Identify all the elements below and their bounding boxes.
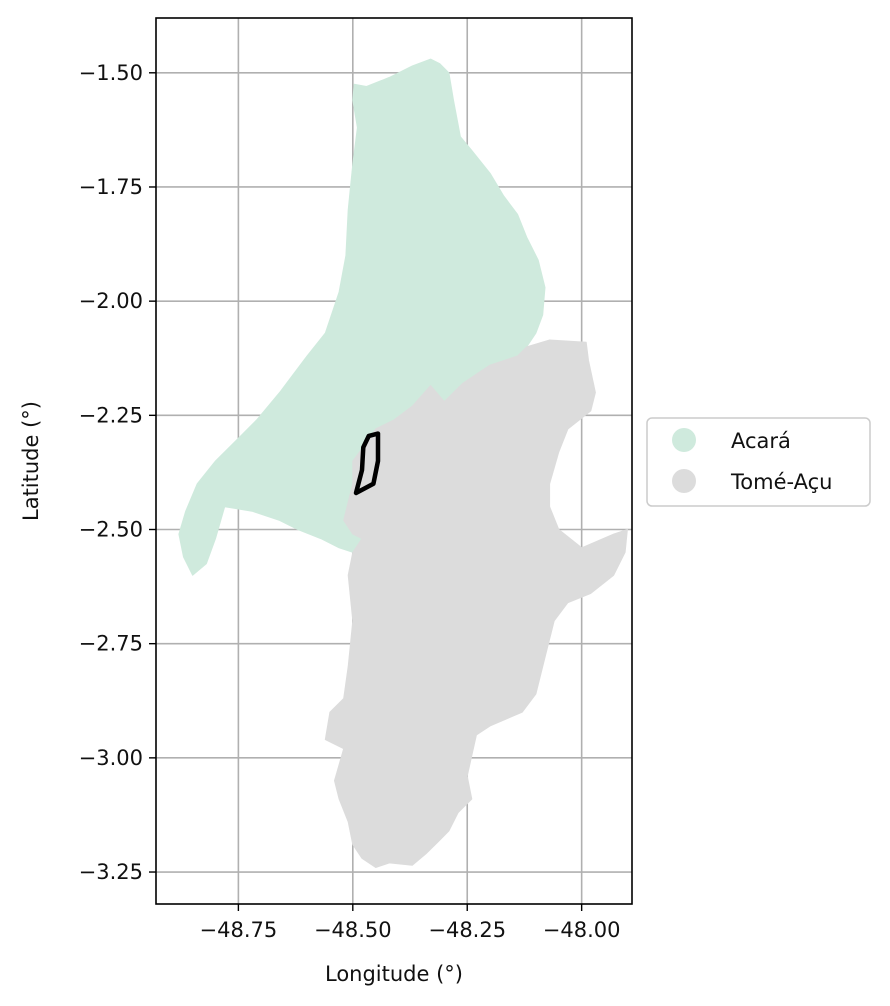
y-tick-label-0: −1.50 — [79, 61, 143, 85]
highlighted-area-outline — [353, 431, 381, 496]
x-tick-label-3: −48.00 — [543, 918, 621, 942]
x-tick-label-1: −48.50 — [314, 918, 392, 942]
y-tick-label-4: −2.50 — [79, 518, 143, 542]
y-tick-label-3: −2.25 — [79, 403, 143, 427]
y-tick-label-2: −2.00 — [79, 289, 143, 313]
x-axis-label: Longitude (°) — [325, 962, 463, 986]
x-tick-label-2: −48.25 — [428, 918, 506, 942]
x-tick-label-0: −48.75 — [200, 918, 278, 942]
plot-frame — [155, 17, 633, 905]
legend: Acará Tomé-Açu — [646, 417, 871, 507]
highlight-outline-layer — [353, 431, 381, 496]
legend-label-tome-acu: Tomé-Açu — [730, 470, 832, 494]
legend-marker-tome-acu — [672, 469, 696, 493]
region-layer — [178, 58, 628, 868]
axis-ticks: −48.75 −48.50 −48.25 −48.00 −1.50 −1.75 −2.00 −… — [79, 61, 621, 942]
y-tick-label-1: −1.75 — [79, 175, 143, 199]
legend-label-acara: Acará — [731, 429, 791, 453]
y-tick-label-7: −3.25 — [79, 860, 143, 884]
y-axis-label: Latitude (°) — [19, 401, 43, 521]
y-tick-label-6: −3.00 — [79, 746, 143, 770]
legend-marker-acara — [672, 428, 696, 452]
y-tick-label-5: −2.75 — [79, 632, 143, 656]
legend-box — [646, 417, 871, 507]
